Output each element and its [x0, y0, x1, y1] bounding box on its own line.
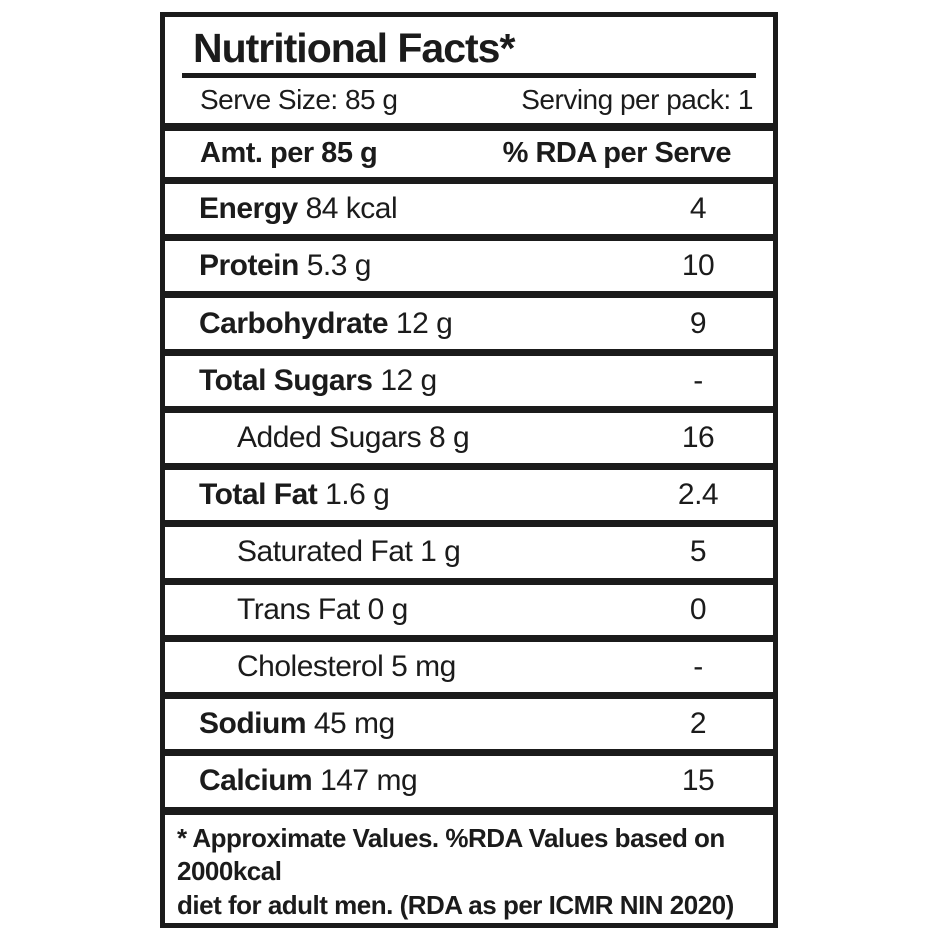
divider: [165, 634, 773, 642]
nutrient-amount: 147 mg: [320, 764, 418, 798]
nutrient-amount: 1 g: [420, 535, 461, 569]
footnote-line-1: * Approximate Values. %RDA Values based …: [177, 822, 725, 887]
row-added-sugars: Added Sugars 8 g 16: [165, 413, 773, 463]
divider: [165, 122, 773, 131]
nutrient-rda-value: 4: [689, 192, 707, 226]
divider: [165, 176, 773, 184]
nutrition-label: Nutritional Facts* Serve Size: 85 g Serv…: [160, 12, 778, 928]
nutrient-amount: 5 mg: [391, 649, 456, 683]
nutrient-name: Carbohydrate: [199, 306, 389, 340]
footnote-line-2: diet for adult men. (RDA as per ICMR NIN…: [177, 890, 734, 921]
serve-size: Serve Size: 85 g: [200, 84, 398, 116]
divider: [165, 291, 773, 299]
row-carbohydrate: Carbohydrate 12 g 9: [165, 298, 773, 348]
row-calcium: Calcium 147 mg 15: [165, 756, 773, 806]
label-title: Nutritional Facts*: [193, 25, 515, 71]
nutrient-amount: 45 mg: [313, 707, 395, 741]
row-saturated-fat: Saturated Fat 1 g 5: [165, 527, 773, 577]
nutrient-rda-value: 10: [681, 249, 715, 283]
nutrient-name: Energy: [199, 192, 298, 226]
nutrient-amount: 5.3 g: [306, 249, 372, 283]
serving-per-pack: Serving per pack: 1: [521, 84, 753, 116]
nutrient-name: Total Sugars: [199, 363, 373, 397]
row-protein: Protein 5.3 g 10: [165, 241, 773, 291]
row-sodium: Sodium 45 mg 2: [165, 699, 773, 749]
nutrient-rda-value: 0: [689, 592, 707, 626]
nutrient-rda-value: 15: [681, 764, 715, 798]
column-header-amount: Amt. per 85 g: [200, 137, 378, 170]
nutrient-rda-value: -: [693, 649, 703, 683]
divider: [165, 405, 773, 413]
nutrient-amount: 84 kcal: [305, 192, 398, 226]
nutrient-amount: 8 g: [428, 421, 470, 454]
serving-info-row: Serve Size: 85 g Serving per pack: 1: [165, 78, 773, 122]
column-header-row: Amt. per 85 g % RDA per Serve: [165, 131, 773, 177]
divider: [165, 806, 773, 815]
divider: [165, 234, 773, 242]
nutrient-amount: 12 g: [395, 306, 453, 340]
nutrient-name: Sodium: [199, 707, 307, 741]
row-total-fat: Total Fat 1.6 g 2.4: [165, 470, 773, 520]
divider: [165, 348, 773, 356]
title-underline: [182, 73, 756, 79]
nutrient-name: Total Fat: [199, 478, 318, 512]
row-energy: Energy 84 kcal 4: [165, 184, 773, 234]
row-total-sugars: Total Sugars 12 g -: [165, 356, 773, 406]
nutrient-name: Protein: [199, 249, 299, 283]
nutrient-name: Calcium: [199, 764, 313, 798]
nutrient-rda-value: 2: [689, 707, 707, 741]
divider: [165, 577, 773, 585]
footnote: * Approximate Values. %RDA Values based …: [165, 815, 773, 923]
nutrient-name: Trans Fat: [237, 592, 360, 626]
nutrient-rda-value: 16: [681, 421, 715, 454]
column-header-rda: % RDA per Serve: [502, 137, 732, 170]
nutrient-amount: 12 g: [380, 363, 437, 397]
nutrient-rda-value: 9: [689, 306, 707, 340]
nutrient-amount: 1.6 g: [325, 478, 390, 512]
nutrient-name: Cholesterol: [237, 649, 384, 683]
nutrient-rda-value: 2.4: [677, 478, 719, 512]
divider: [165, 749, 773, 757]
nutrient-amount: 0 g: [367, 592, 409, 626]
row-cholesterol: Cholesterol 5 mg -: [165, 642, 773, 692]
nutrient-name: Saturated Fat: [237, 535, 413, 569]
nutrient-rda-value: 5: [689, 535, 707, 569]
divider: [165, 692, 773, 700]
nutrient-name: Added Sugars: [237, 421, 422, 454]
divider: [165, 520, 773, 528]
divider: [165, 463, 773, 471]
row-trans-fat: Trans Fat 0 g 0: [165, 585, 773, 635]
nutrient-rda-value: -: [693, 363, 703, 397]
